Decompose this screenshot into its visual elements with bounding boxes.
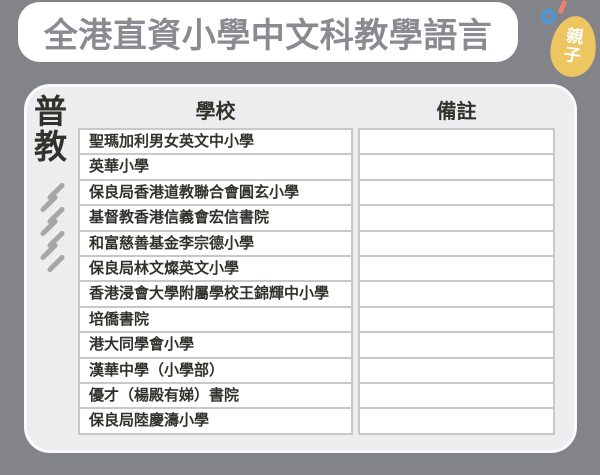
remark-cell: [358, 204, 555, 232]
category-label: 普教: [34, 92, 67, 166]
school-cell: 保良局林文燦英文小學: [78, 254, 353, 283]
remark-cell: [358, 128, 555, 156]
school-cell: 保良局香港道教聯合會圓玄小學: [78, 178, 353, 207]
remark-cell: [358, 153, 555, 181]
column-header-remark: 備註: [436, 99, 477, 123]
school-cell: 保良局陸慶濤小學: [78, 407, 353, 435]
school-cell: 優才（楊殿有娣）書院: [78, 381, 353, 410]
school-cell: 聖瑪加利男女英文中小學: [78, 128, 353, 156]
remark-cell: [358, 356, 555, 384]
table-row: 基督教香港信義會宏信書院: [78, 204, 555, 232]
brand-logo-egg-icon: 親 子: [546, 13, 600, 80]
title-banner: 全港直資小學中文科教學語言: [18, 2, 518, 62]
remark-cell: [358, 254, 555, 283]
table-row: 保良局林文燦英文小學: [78, 254, 555, 283]
remark-cell: [358, 229, 555, 257]
school-cell: 培僑書院: [78, 305, 353, 334]
remark-cell: [358, 407, 555, 435]
table-row: 優才（楊殿有娣）書院: [78, 381, 555, 410]
school-cell: 香港浸會大學附屬學校王錦輝中小學: [78, 280, 353, 308]
school-cell: 基督教香港信義會宏信書院: [78, 204, 353, 232]
logo-tick-icon: [557, 0, 568, 15]
school-cell: 英華小學: [78, 153, 353, 181]
table-row: 漢華中學（小學部）: [78, 356, 555, 384]
table-row: 聖瑪加利男女英文中小學: [78, 128, 555, 156]
school-cell: 港大同學會小學: [78, 331, 353, 359]
remark-cell: [358, 381, 555, 410]
table-row: 保良局香港道教聯合會圓玄小學: [78, 178, 555, 207]
hatch-decoration-icon: [36, 181, 78, 274]
table-row: 和富慈善基金李宗德小學: [78, 229, 555, 257]
remark-cell: [358, 305, 555, 334]
school-cell: 漢華中學（小學部）: [78, 356, 353, 384]
table-row: 港大同學會小學: [78, 331, 555, 359]
table-row: 香港浸會大學附屬學校王錦輝中小學: [78, 280, 555, 308]
page-title: 全港直資小學中文科教學語言: [43, 15, 493, 56]
logo-dot-icon: [541, 9, 556, 24]
logo-text-line2: 子: [562, 44, 583, 67]
table-row: 保良局陸慶濤小學: [78, 407, 555, 435]
school-table: 聖瑪加利男女英文中小學 英華小學 保良局香港道教聯合會圓玄小學 基督教香港信義會…: [78, 128, 555, 435]
content-card: 普教 學校 備註 聖瑪加利男女英文中小學 英華小學 保良局香港道教聯合會圓玄小學…: [24, 84, 577, 453]
remark-cell: [358, 331, 555, 359]
remark-cell: [358, 178, 555, 207]
table-row: 英華小學: [78, 153, 555, 181]
column-header-school: 學校: [195, 99, 236, 123]
table-row: 培僑書院: [78, 305, 555, 334]
remark-cell: [358, 280, 555, 308]
school-cell: 和富慈善基金李宗德小學: [78, 229, 353, 257]
